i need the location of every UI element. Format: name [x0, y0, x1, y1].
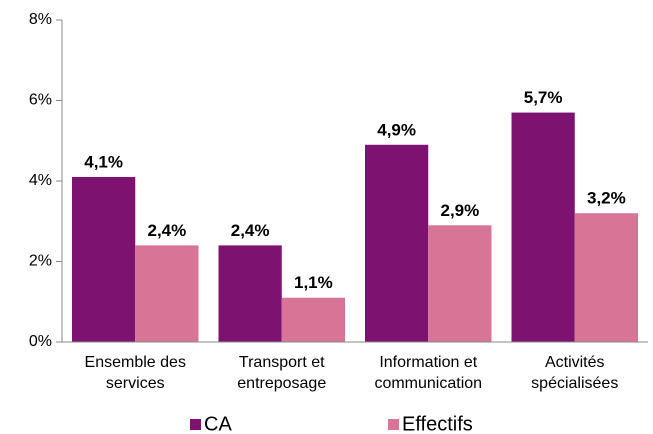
x-tick-label: Ensemble des services — [84, 354, 186, 392]
bar — [72, 176, 136, 342]
y-tick-label: 8% — [29, 11, 52, 28]
data-label: 2,4% — [231, 221, 270, 240]
legend-swatch — [388, 419, 399, 430]
data-label: 1,1% — [294, 273, 333, 292]
x-tick-label: Transport et entreposage — [237, 354, 327, 392]
y-tick-label: 0% — [29, 333, 52, 350]
data-label: 4,1% — [84, 152, 123, 171]
bar — [218, 245, 282, 342]
data-label: 5,7% — [524, 88, 563, 107]
y-tick-label: 4% — [29, 172, 52, 189]
legend-swatch — [190, 419, 201, 430]
bar — [511, 112, 575, 342]
x-tick-label: Activités spécialisées — [531, 354, 619, 392]
bar — [365, 144, 429, 342]
data-label: 3,2% — [587, 189, 626, 208]
bar — [135, 245, 199, 342]
data-label: 4,9% — [377, 120, 416, 139]
bar — [281, 297, 345, 342]
y-tick-label: 6% — [29, 92, 52, 109]
bar — [428, 225, 492, 342]
bar — [574, 213, 638, 342]
data-label: 2,9% — [441, 201, 480, 220]
x-tick-label: Information et communication — [374, 354, 483, 392]
y-tick-label: 2% — [29, 253, 52, 270]
data-label: 2,4% — [148, 221, 187, 240]
legend-label: CA — [204, 413, 232, 434]
legend-label: Effectifs — [402, 413, 473, 434]
